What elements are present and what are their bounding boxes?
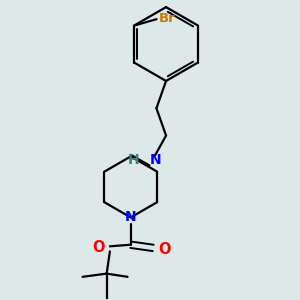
Text: N: N — [125, 210, 136, 224]
Text: Br: Br — [158, 12, 175, 25]
Text: H: H — [128, 153, 140, 166]
Text: O: O — [92, 240, 105, 255]
Text: N: N — [149, 153, 161, 166]
Text: O: O — [158, 242, 171, 257]
